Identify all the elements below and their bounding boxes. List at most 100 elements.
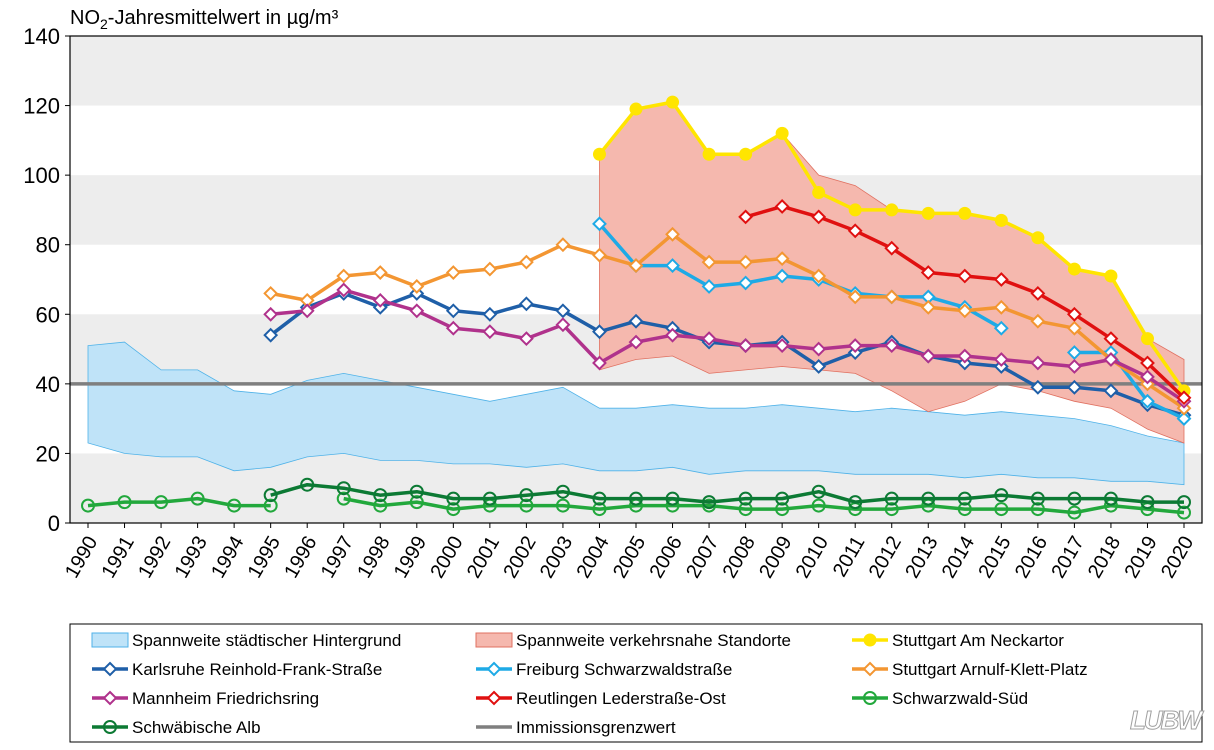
data-point — [1066, 379, 1082, 395]
data-point — [518, 296, 534, 312]
data-point — [628, 334, 644, 350]
data-point — [1103, 352, 1119, 367]
data-point — [1066, 320, 1082, 336]
legend-entry: Schwarzwald-Süd — [852, 689, 1028, 708]
x-tick-label: 2005 — [609, 533, 650, 583]
data-point — [1030, 379, 1046, 395]
legend-entry: Schwäbische Alb — [92, 718, 261, 737]
data-point — [373, 488, 388, 503]
data-point — [1140, 393, 1155, 409]
data-point — [811, 268, 827, 284]
data-point — [993, 299, 1009, 315]
chart-title-subscript: 2 — [100, 16, 108, 32]
data-point — [592, 247, 607, 263]
data-point — [1176, 411, 1192, 427]
data-point — [519, 498, 534, 513]
data-point — [701, 331, 717, 347]
y-tick-label: 20 — [36, 441, 60, 466]
chart-title-main: NO — [70, 7, 100, 29]
data-point — [409, 279, 425, 294]
data-point — [592, 502, 607, 517]
data-point — [263, 498, 278, 513]
data-point — [811, 341, 827, 357]
data-point — [738, 275, 754, 291]
x-tick-label: 1998 — [353, 533, 394, 583]
x-tick-label: 2000 — [426, 533, 467, 583]
legend-marker — [863, 691, 877, 705]
legend-label: Schwäbische Alb — [132, 718, 261, 737]
x-tick-label: 2007 — [682, 533, 723, 583]
data-point — [847, 338, 863, 354]
data-point — [702, 495, 717, 510]
data-point — [738, 502, 753, 517]
legend-entry: Immissionsgrenzwert — [476, 718, 676, 737]
data-point — [263, 327, 279, 343]
data-point — [884, 240, 900, 256]
x-tick-label: 2011 — [829, 533, 870, 581]
data-point — [628, 258, 644, 274]
data-point — [409, 495, 424, 510]
data-point — [1103, 331, 1119, 347]
y-tick-label: 0 — [48, 511, 60, 536]
legend-marker — [486, 661, 502, 677]
legend-entry: Freiburg Schwarzwaldstraße — [476, 660, 732, 679]
data-point — [958, 206, 972, 220]
data-point — [847, 223, 863, 239]
data-point — [1103, 383, 1119, 399]
series-line — [270, 232, 1185, 410]
y-tick-label: 60 — [36, 302, 60, 327]
x-tick-label: 1994 — [207, 533, 248, 583]
legend-entry: Karlsruhe Reinhold-Frank-Straße — [92, 660, 382, 679]
data-point — [629, 102, 643, 116]
legend-entry: Stuttgart Am Neckartor — [852, 631, 1064, 650]
y-tick-label: 120 — [23, 94, 60, 119]
data-point — [775, 126, 789, 140]
legend-label: Stuttgart Arnulf-Klett-Platz — [892, 660, 1088, 679]
legend-box — [69, 623, 1203, 743]
data-point — [1066, 306, 1082, 322]
data-point — [518, 254, 534, 270]
data-point — [701, 254, 717, 270]
data-point — [336, 491, 351, 506]
x-tick-label: 1990 — [61, 533, 102, 583]
data-point — [739, 147, 753, 161]
data-point — [592, 147, 606, 161]
data-point — [592, 324, 607, 340]
data-point — [628, 313, 644, 329]
x-tick-label: 2010 — [792, 533, 833, 583]
data-point — [446, 491, 461, 506]
data-point — [994, 213, 1008, 227]
data-point — [190, 491, 205, 506]
data-point — [1067, 491, 1082, 506]
data-point — [811, 498, 826, 513]
data-point — [957, 268, 973, 284]
data-point — [409, 303, 425, 319]
x-tick-label: 2015 — [974, 532, 1015, 582]
series-line — [1074, 350, 1185, 421]
data-point — [1104, 269, 1118, 283]
data-point — [263, 306, 279, 322]
data-point — [847, 289, 863, 305]
data-point — [555, 498, 570, 513]
data-point — [812, 186, 826, 200]
grid-band — [70, 36, 1202, 106]
data-point — [1030, 355, 1046, 371]
x-tick-label: 2012 — [865, 533, 906, 583]
data-point — [372, 292, 388, 308]
legend-label: Reutlingen Lederstraße-Ost — [516, 689, 726, 708]
y-tick-label: 140 — [23, 24, 60, 49]
data-point — [154, 495, 169, 510]
data-point — [482, 261, 498, 277]
x-tick-label: 1996 — [280, 533, 321, 583]
data-point — [592, 355, 607, 371]
data-point — [738, 209, 754, 225]
x-tick-label: 2014 — [938, 533, 979, 583]
data-point — [1140, 495, 1155, 510]
series-5 — [738, 199, 1192, 406]
data-point — [1066, 359, 1082, 374]
data-point — [738, 254, 754, 270]
data-point — [884, 491, 899, 506]
data-point — [738, 338, 754, 354]
data-point — [482, 491, 497, 506]
data-point — [665, 258, 680, 274]
